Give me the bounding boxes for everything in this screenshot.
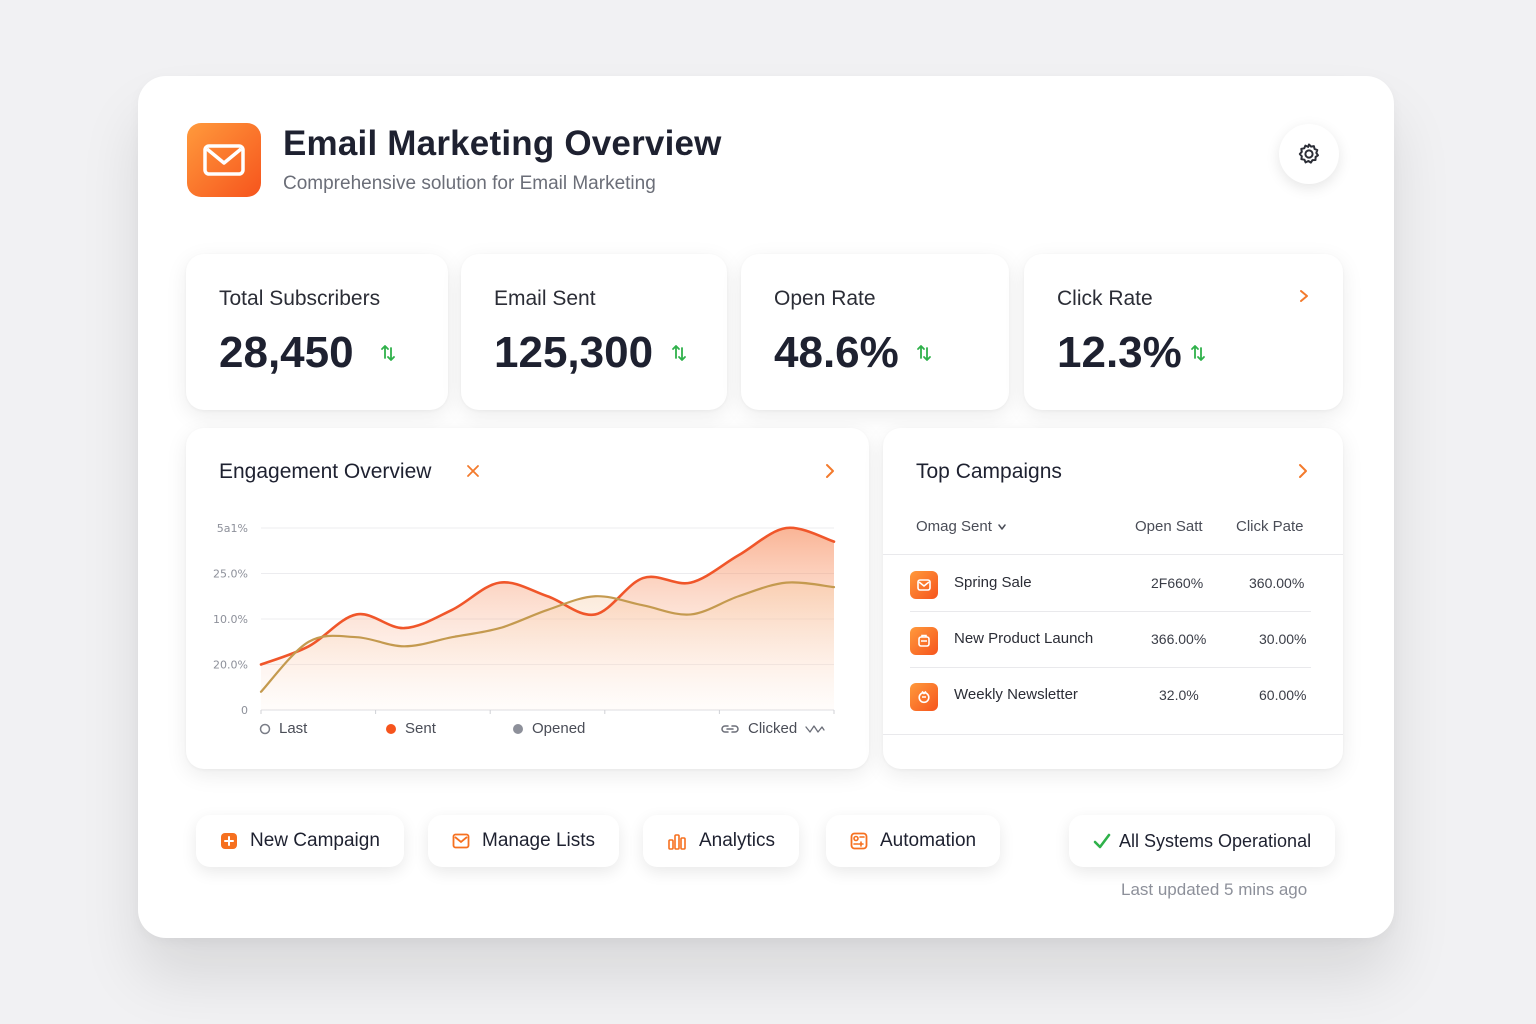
campaign-icon [910,683,938,711]
legend-label: Sent [405,720,436,737]
new-campaign-button[interactable]: New Campaign [196,815,404,867]
click-rate-value: 60.00% [1259,687,1307,703]
button-label: Automation [880,830,977,851]
row-divider [910,611,1311,612]
stat-value: 48.6% [774,328,899,377]
campaign-icon [910,627,938,655]
check-icon [1093,833,1111,849]
stat-card-click-rate[interactable]: Click Rate 12.3% [1024,254,1343,410]
legend-label: Opened [532,720,586,737]
column-header-label: Omag Sent [916,518,992,535]
bar-chart-icon [668,834,686,850]
engagement-chart: 5a1% 25.0% 10.0% 20.0% 0 [213,522,836,717]
envelope-icon [203,144,245,176]
hollow-circle-icon [259,723,271,734]
legend-label: Clicked [748,720,798,737]
stat-label: Email Sent [494,287,596,310]
legend-label: Last [279,720,308,737]
orange-dot-icon [386,723,396,734]
table-row[interactable]: Weekly Newsletter 32.0% 60.00% [883,667,1343,723]
y-tick-label: 10.0% [213,613,248,626]
legend-item-opened[interactable]: Opened [512,720,585,737]
trend-arrow-icon [672,345,686,361]
stat-value: 125,300 [494,328,654,377]
legend-item-clicked[interactable]: Clicked [720,720,825,737]
y-tick-label: 5a1% [217,522,248,535]
campaigns-card: Top Campaigns Omag Sent Open Satt Click … [883,428,1343,769]
series-line-sent [259,526,836,666]
stat-card-subscribers[interactable]: Total Subscribers 28,450 [186,254,448,410]
engagement-card: Engagement Overview 5a1% 25.0% 10.0% 20.0% [186,428,869,769]
table-row[interactable]: New Product Launch 366.00% 30.00% [883,611,1343,667]
column-header-click[interactable]: Click Pate [1236,518,1304,535]
manage-lists-button[interactable]: Manage Lists [428,815,620,867]
column-header-name[interactable]: Omag Sent [916,518,1007,535]
page-title: Email Marketing Overview [283,124,722,163]
automation-button[interactable]: Automation [826,815,1001,867]
open-rate-value: 366.00% [1151,631,1207,647]
campaigns-title: Top Campaigns [916,460,1062,483]
dashboard-panel: Email Marketing Overview Comprehensive s… [138,76,1394,938]
stat-card-email-sent[interactable]: Email Sent 125,300 [461,254,727,410]
series-line-opened [259,581,836,693]
campaign-name: Weekly Newsletter [954,686,1078,703]
series-area-opened [261,582,834,710]
plus-square-icon [221,833,237,849]
trend-arrow-icon [917,345,931,361]
open-rate-value: 32.0% [1159,687,1199,703]
button-label: Analytics [699,830,776,851]
stat-label: Click Rate [1057,287,1153,310]
button-label: New Campaign [250,830,380,851]
stat-value: 28,450 [219,328,354,377]
automation-icon [850,832,868,850]
analytics-button[interactable]: Analytics [643,815,800,867]
stat-label: Total Subscribers [219,287,381,310]
table-bottom-divider [883,734,1343,735]
legend-item-last[interactable]: Last [259,720,307,737]
row-divider [910,667,1311,668]
click-rate-value: 360.00% [1249,575,1305,591]
envelope-icon [917,579,931,591]
link-icon [721,724,739,733]
button-label: Manage Lists [482,830,596,851]
settings-button[interactable] [1279,124,1339,184]
trend-arrow-icon [381,345,395,361]
table-row[interactable]: Spring Sale 2F660% 360.00% [883,555,1343,611]
chevron-down-icon [998,523,1006,530]
stat-card-open-rate[interactable]: Open Rate 48.6% [741,254,1009,410]
campaign-icon [910,571,938,599]
y-tick-label: 20.0% [213,659,248,672]
y-tick-label: 0 [241,704,248,717]
campaign-name: Spring Sale [954,574,1032,591]
last-updated-text: Last updated 5 mins ago [1121,880,1308,899]
stat-label: Open Rate [774,287,876,310]
chevron-right-icon[interactable] [1296,463,1310,479]
gray-dot-icon [513,723,523,734]
campaign-name: New Product Launch [954,630,1094,647]
trend-arrow-icon [1191,345,1205,361]
close-icon[interactable] [466,464,480,478]
sparkline-icon [805,724,825,733]
status-pill[interactable]: All Systems Operational [1069,815,1336,867]
envelope-icon [452,833,470,849]
app-logo [187,123,261,197]
newsletter-icon [918,690,930,704]
chevron-right-icon[interactable] [823,463,837,479]
column-header-open[interactable]: Open Satt [1135,518,1203,535]
header-divider [883,554,1343,555]
gear-icon [1298,143,1319,164]
page-subtitle: Comprehensive solution for Email Marketi… [283,173,656,194]
click-rate-value: 30.00% [1259,631,1307,647]
engagement-title: Engagement Overview [219,460,432,483]
package-icon [918,634,930,647]
legend-item-sent[interactable]: Sent [385,720,436,737]
status-label: All Systems Operational [1119,830,1312,851]
chevron-right-icon[interactable] [1297,289,1311,303]
stat-value: 12.3% [1057,328,1182,377]
y-tick-label: 25.0% [213,568,248,581]
open-rate-value: 2F660% [1151,575,1204,591]
